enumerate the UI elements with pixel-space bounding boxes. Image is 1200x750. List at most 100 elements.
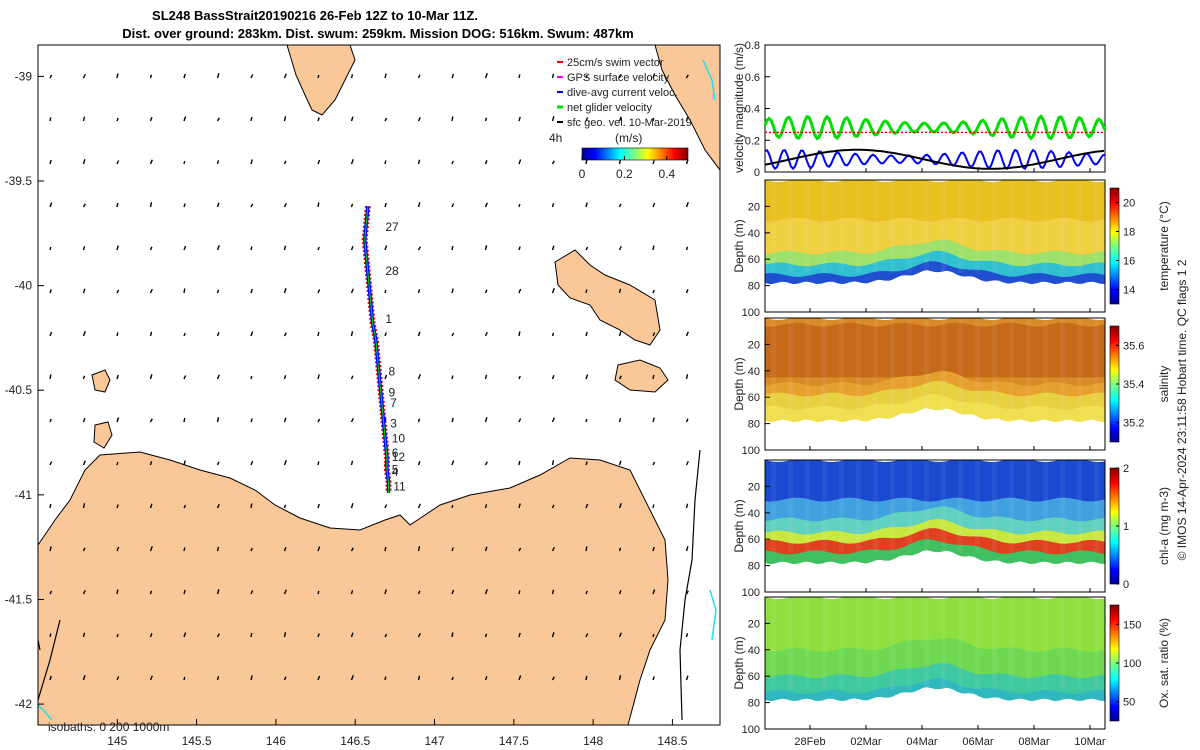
salinity-cbar-tick-label: 35.6 (1123, 340, 1144, 352)
velocity-arrow (116, 589, 119, 595)
velocity-arrow (585, 246, 589, 251)
map-xtick-label: 148 (583, 734, 603, 748)
velocity-arrow (116, 504, 119, 509)
velocity-arrow (384, 160, 387, 165)
salinity-streak (890, 318, 895, 411)
velocity-arrow (518, 418, 522, 423)
velocity-arrow (183, 245, 187, 251)
velocity-arrow (183, 632, 187, 638)
map-subtitle: Dist. over ground: 283km. Dist. swum: 25… (122, 26, 634, 41)
oxygen-streak (907, 597, 912, 690)
chlorophyll-ytick-label: 40 (748, 508, 760, 520)
velocity-arrow (183, 73, 186, 79)
velocity-arrow (484, 374, 488, 380)
oxygen-streak (822, 597, 827, 690)
legend-label-dive: dive-avg current veloc. (567, 87, 678, 99)
velocity-arrow (116, 461, 119, 466)
salinity-streak (1026, 318, 1031, 411)
velocity-arrow (518, 288, 522, 294)
velocity-arrow (149, 202, 153, 208)
velocity-arrow (216, 73, 220, 79)
velocity-arrow (183, 417, 186, 423)
time-tick-label: 02Mar (850, 736, 882, 748)
temperature-streak (1026, 180, 1031, 273)
velocity-arrow (652, 117, 655, 122)
velocity-series (763, 114, 1107, 171)
salinity-section (765, 318, 1105, 450)
velocity-arrow (350, 547, 354, 552)
land-hunter-island (91, 369, 111, 393)
salinity-frame (764, 317, 1106, 451)
velocity-arrow (283, 73, 287, 79)
velocity-arrow (451, 632, 454, 638)
velocity-arrow (350, 632, 354, 638)
velocity-arrow (350, 116, 354, 122)
velocity-arrow (149, 503, 153, 509)
velocity-arrow (149, 74, 153, 79)
velocity-arrow (317, 117, 320, 122)
velocity-arrow (350, 590, 354, 595)
velocity-arrow (116, 633, 119, 638)
salinity-ytick-label: 80 (748, 419, 760, 431)
velocity-arrow (417, 159, 421, 165)
day-label: 4 (392, 465, 399, 479)
oxygen-streak (856, 597, 861, 690)
velocity-arrow (250, 116, 253, 122)
velocity-arrow (116, 117, 119, 122)
velocity-arrow (250, 74, 254, 79)
temperature-ytick-label: 100 (742, 307, 760, 319)
velocity-arrow (417, 590, 421, 595)
velocity-arrow (685, 418, 689, 423)
velocity-arrow (618, 547, 622, 552)
velocity-arrow (585, 461, 588, 466)
velocity-arrow (149, 117, 153, 122)
velocity-arrow (585, 74, 588, 79)
map-ytick-label: -41.5 (5, 592, 33, 606)
velocity-arrow (216, 117, 220, 122)
velocity-arrow (685, 675, 689, 681)
velocity-arrow (49, 503, 52, 509)
temperature-streak (1060, 180, 1065, 273)
velocity-arrow (518, 74, 521, 79)
velocity-arrow (417, 461, 421, 466)
map-xtick-label: 145 (107, 734, 127, 748)
velocity-arrow (149, 590, 153, 595)
chlorophyll-streak (1043, 460, 1048, 553)
velocity-arrow (283, 202, 287, 208)
velocity-arrow (183, 203, 186, 208)
velocity-arrow (317, 461, 320, 466)
velocity-arrow (551, 332, 555, 337)
velocity-arrow (484, 589, 488, 595)
velocity-arrow (250, 547, 253, 552)
velocity-arrow (585, 675, 588, 681)
time-tick-label: 10Mar (1074, 736, 1106, 748)
temperature-layer (765, 217, 1105, 257)
velocity-arrow (384, 374, 388, 380)
velocity-arrow (250, 203, 254, 208)
chlorophyll-streak (805, 460, 810, 553)
velocity-arrow (82, 547, 86, 552)
temperature-streak (1077, 180, 1082, 273)
velocity-arrow (618, 203, 622, 208)
velocity-arrow (685, 159, 689, 165)
velocity-arrow (82, 288, 86, 294)
velocity-arrow (283, 245, 287, 251)
oxygen-streak (924, 597, 929, 690)
velocity-arrow (618, 375, 622, 380)
velocity-arrow (652, 417, 655, 423)
temperature-streak (1009, 180, 1014, 273)
velocity-arrow (551, 375, 555, 380)
salinity-ytick-label: 40 (748, 366, 760, 378)
velocity-arrow (551, 504, 555, 509)
temperature-frame (764, 179, 1106, 313)
velocity-arrow (350, 288, 354, 294)
colorbar-title: (m/s) (615, 131, 642, 145)
chlorophyll-cbar-tick-label: 2 (1123, 463, 1129, 475)
salinity-streak (1094, 318, 1099, 411)
velocity-arrow (350, 246, 354, 251)
velocity-ticks: 0 0.2 0.4 0.6 0.8 (745, 40, 770, 179)
velocity-arrow (149, 159, 153, 165)
oxygen-streak (1009, 597, 1014, 690)
map-ytick-label: -39 (15, 69, 33, 83)
